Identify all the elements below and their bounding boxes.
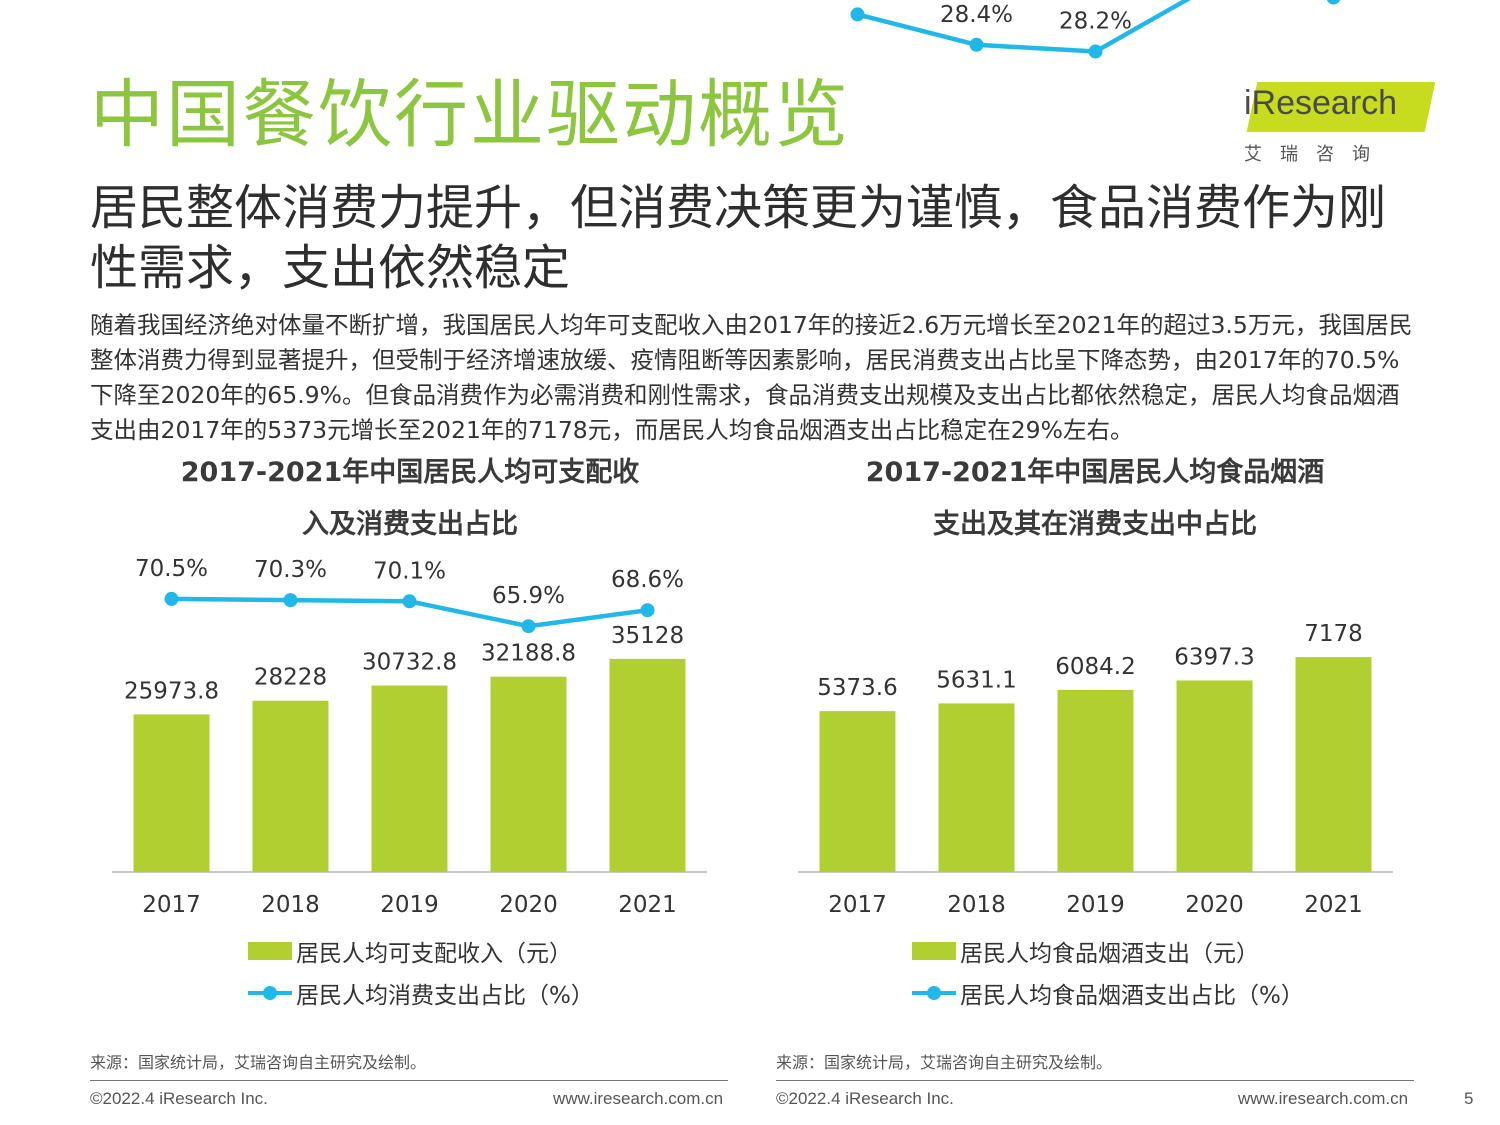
chart2-x-tick-label: 2018 — [947, 892, 1006, 918]
legend-bar-swatch — [248, 942, 292, 960]
source-note-left: 来源：国家统计局，艾瑞咨询自主研究及绘制。 — [90, 1053, 427, 1072]
chart2-line-point — [1088, 44, 1103, 59]
footer-divider-right — [776, 1080, 1414, 1081]
chart2-legend-bar: 居民人均食品烟酒支出（元） — [912, 930, 1304, 972]
chart1-bar — [371, 685, 448, 872]
chart1-line-point — [283, 593, 298, 608]
chart1-bar-label: 35128 — [611, 623, 684, 649]
chart2-bar-label: 6084.2 — [1055, 654, 1135, 680]
chart2-line-point — [969, 37, 984, 52]
chart2-bar — [819, 711, 896, 872]
logo-subtext: 艾瑞咨询 — [1244, 144, 1388, 165]
chart1-x-tick-label: 2021 — [618, 892, 677, 918]
legend-label: 居民人均食品烟酒支出占比（%） — [960, 983, 1304, 1009]
chart1-legend-line: 居民人均消费支出占比（%） — [248, 972, 594, 1014]
chart1-x-tick-label: 2018 — [261, 892, 320, 918]
chart2-bar — [1057, 689, 1134, 872]
chart1-line-point — [640, 603, 655, 618]
footer-copyright-right: ©2022.4 iResearch Inc. — [776, 1089, 954, 1108]
chart1-title: 2017-2021年中国居民人均可支配收 入及消费支出占比 — [100, 447, 720, 551]
chart2-line-point — [850, 7, 865, 22]
chart2-bar-label: 6397.3 — [1174, 644, 1254, 670]
legend-bar-swatch — [912, 942, 956, 960]
chart1-line-label: 70.5% — [135, 556, 208, 582]
chart1-line-label: 70.1% — [373, 558, 446, 584]
chart1-x-tick-label: 2019 — [380, 892, 439, 918]
legend-label: 居民人均可支配收入（元） — [296, 941, 572, 967]
page-number: 5 — [1464, 1089, 1474, 1108]
legend-label: 居民人均食品烟酒支出（元） — [960, 941, 1259, 967]
chart2-title-line2: 支出及其在消费支出中占比 — [933, 509, 1257, 540]
chart2-x-tick-label: 2019 — [1066, 892, 1125, 918]
chart1-line-label: 70.3% — [254, 557, 327, 583]
chart1-legend-bar: 居民人均可支配收入（元） — [248, 930, 594, 972]
chart2-bar-label: 5631.1 — [936, 667, 1016, 693]
chart2-title-line1: 2017-2021年中国居民人均食品烟酒 — [865, 457, 1325, 488]
chart2-title: 2017-2021年中国居民人均食品烟酒 支出及其在消费支出中占比 — [790, 447, 1400, 551]
page-title: 中国餐饮行业驱动概览 — [90, 72, 850, 158]
chart1-bar — [252, 700, 329, 872]
chart1-title-line1: 2017-2021年中国居民人均可支配收 — [180, 457, 640, 488]
logo-text: iResearch — [1244, 84, 1398, 122]
chart1-line-label: 68.6% — [611, 567, 684, 593]
chart2-bar — [938, 703, 1015, 872]
chart1-line-label: 65.9% — [492, 583, 565, 609]
chart1-x-tick-label: 2017 — [142, 892, 201, 918]
chart1-title-line2: 入及消费支出占比 — [302, 509, 518, 540]
chart1-line-point — [164, 591, 179, 606]
chart2-legend-line: 居民人均食品烟酒支出占比（%） — [912, 972, 1304, 1014]
chart2-line-label: 28.4% — [940, 2, 1013, 28]
chart2-bar-label: 7178 — [1304, 621, 1363, 647]
legend-line-swatch — [248, 984, 292, 1002]
chart1-x-tick-label: 2020 — [499, 892, 558, 918]
page-subtitle: 居民整体消费力提升，但消费决策更为谨慎，食品消费作为刚性需求，支出依然稳定 — [90, 180, 1387, 296]
chart2-bar — [1295, 657, 1372, 872]
chart1-line-point — [402, 594, 417, 609]
chart2-bar — [1176, 680, 1253, 872]
chart2-line-label: 28.2% — [1059, 9, 1132, 35]
chart1-bar-label: 25973.8 — [124, 678, 219, 704]
chart1-bar — [133, 714, 210, 872]
chart1-bar — [490, 676, 567, 872]
chart2-line-point — [1326, 0, 1341, 5]
chart1-bar-label: 30732.8 — [362, 650, 457, 676]
chart2-x-tick-label: 2021 — [1304, 892, 1363, 918]
chart2-legend: 居民人均食品烟酒支出（元） 居民人均食品烟酒支出占比（%） — [912, 930, 1304, 1014]
chart1-legend: 居民人均可支配收入（元） 居民人均消费支出占比（%） — [248, 930, 594, 1014]
footer-url-right[interactable]: www.iresearch.com.cn — [1238, 1089, 1409, 1108]
chart2-x-tick-label: 2020 — [1185, 892, 1244, 918]
chart1-line-point — [521, 619, 536, 634]
footer-divider-left — [90, 1080, 728, 1081]
chart2-x-tick-label: 2017 — [828, 892, 887, 918]
legend-line-swatch — [912, 984, 956, 1002]
chart1-bar-label: 28228 — [254, 665, 327, 691]
summary-paragraph: 随着我国经济绝对体量不断扩增，我国居民人均年可支配收入由2017年的接近2.6万… — [90, 311, 1413, 444]
legend-label: 居民人均消费支出占比（%） — [296, 983, 594, 1009]
footer-url-left[interactable]: www.iresearch.com.cn — [553, 1089, 724, 1108]
chart1-bar — [609, 658, 686, 872]
chart1-bar-label: 32188.8 — [481, 641, 576, 667]
footer-copyright-left: ©2022.4 iResearch Inc. — [90, 1089, 268, 1108]
chart2-bar-label: 5373.6 — [817, 675, 897, 701]
iresearch-logo: iResearch 艾瑞咨询 — [1240, 80, 1436, 175]
source-note-right: 来源：国家统计局，艾瑞咨询自主研究及绘制。 — [776, 1053, 1113, 1072]
